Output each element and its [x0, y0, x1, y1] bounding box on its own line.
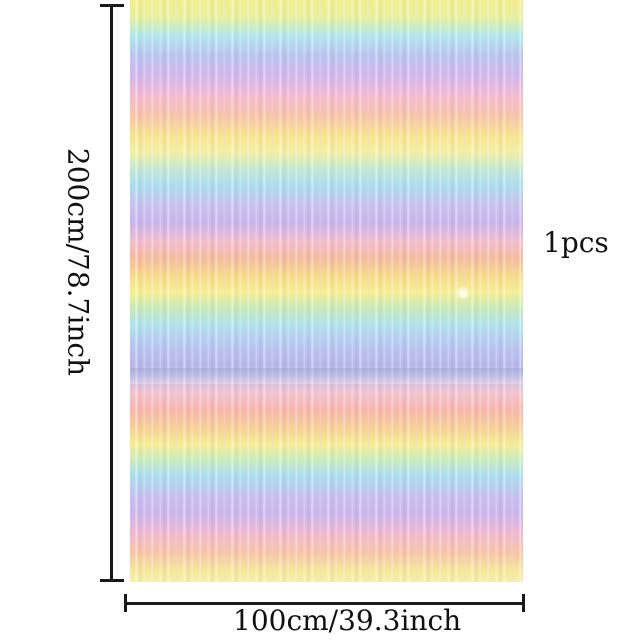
width-dimension-cap-right — [522, 594, 525, 612]
curtain-fold — [130, 368, 523, 384]
height-dimension-cap-bottom — [100, 579, 124, 582]
width-dimension-line — [125, 602, 525, 605]
width-dimension-label: 100cm/39.3inch — [233, 604, 462, 637]
rainbow-foil-curtain-image — [130, 0, 523, 582]
quantity-label: 1pcs — [543, 226, 609, 259]
height-dimension-line — [110, 4, 113, 582]
sparkle-highlight — [456, 286, 470, 300]
height-dimension-label: 200cm/78.7inch — [61, 147, 95, 377]
height-dimension-cap-top — [100, 4, 124, 7]
width-dimension-cap-left — [124, 594, 127, 612]
